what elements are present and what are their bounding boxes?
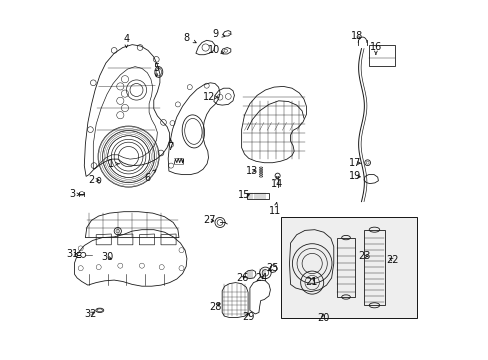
- Bar: [280, 217, 416, 318]
- Text: 5: 5: [153, 63, 159, 77]
- Text: 30: 30: [101, 252, 113, 262]
- Text: 8: 8: [183, 33, 196, 43]
- Text: 29: 29: [242, 312, 254, 322]
- Text: 28: 28: [208, 302, 221, 312]
- Bar: [363, 230, 384, 305]
- Text: 32: 32: [84, 309, 97, 319]
- Text: 20: 20: [316, 312, 328, 323]
- Text: 13: 13: [245, 166, 257, 176]
- Text: 17: 17: [348, 158, 361, 168]
- Text: 27: 27: [203, 215, 215, 225]
- Text: 24: 24: [255, 273, 267, 283]
- Bar: [368, 45, 394, 66]
- Text: 16: 16: [369, 42, 381, 55]
- Text: 14: 14: [270, 176, 283, 189]
- Bar: [247, 193, 268, 199]
- Text: 23: 23: [357, 251, 369, 261]
- Text: 9: 9: [212, 29, 224, 39]
- Text: 26: 26: [236, 273, 248, 283]
- Text: 1: 1: [107, 159, 119, 169]
- Text: 25: 25: [266, 263, 278, 273]
- Bar: [337, 238, 354, 297]
- Text: 3: 3: [69, 189, 80, 199]
- Text: 31: 31: [66, 249, 79, 259]
- Text: 2: 2: [88, 175, 99, 185]
- Text: 11: 11: [268, 202, 281, 216]
- Text: 18: 18: [350, 31, 362, 41]
- Text: 12: 12: [203, 92, 218, 102]
- Text: 6: 6: [144, 170, 155, 183]
- Text: 10: 10: [207, 45, 224, 55]
- Text: 15: 15: [238, 190, 250, 200]
- Text: 21: 21: [305, 276, 317, 287]
- Text: 7: 7: [167, 139, 173, 152]
- Text: 19: 19: [348, 171, 361, 181]
- Text: 22: 22: [386, 255, 398, 265]
- Text: 4: 4: [123, 34, 129, 48]
